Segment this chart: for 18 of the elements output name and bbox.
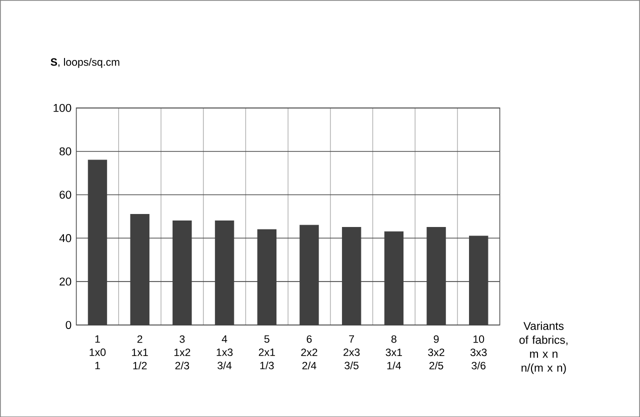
- x-tick-label: 8 3x1 1/4: [386, 335, 402, 370]
- x-tick-label: 9 3x2 2/5: [428, 335, 444, 370]
- x-tick-label: 10 3x3 3/6: [470, 335, 487, 370]
- x-tick-label: 5 2x1 1/3: [258, 335, 275, 370]
- y-axis-title: S, loops/sq.cm: [50, 58, 120, 68]
- x-tick-label: 3 1x2 2/3: [174, 335, 190, 370]
- x-tick-label: 6 2x2 2/4: [301, 335, 318, 370]
- x-tick-label: 1 1x0 1: [90, 335, 106, 370]
- x-axis-title: Variants of fabrics, m x n n/(m x n): [519, 322, 568, 374]
- y-tick-label: 40: [59, 234, 72, 242]
- x-tick-label: 4 1x3 3/4: [216, 335, 233, 370]
- y-tick-label: 60: [60, 190, 72, 199]
- y-tick-label: 20: [60, 277, 72, 286]
- y-tick-label: 80: [60, 147, 72, 156]
- x-tick-label: 2 1x1 1/2: [132, 335, 148, 370]
- x-tick-label: 7 2x3 3/5: [344, 335, 360, 370]
- y-tick-label: 0: [66, 320, 72, 329]
- y-tick-label: 100: [54, 104, 72, 112]
